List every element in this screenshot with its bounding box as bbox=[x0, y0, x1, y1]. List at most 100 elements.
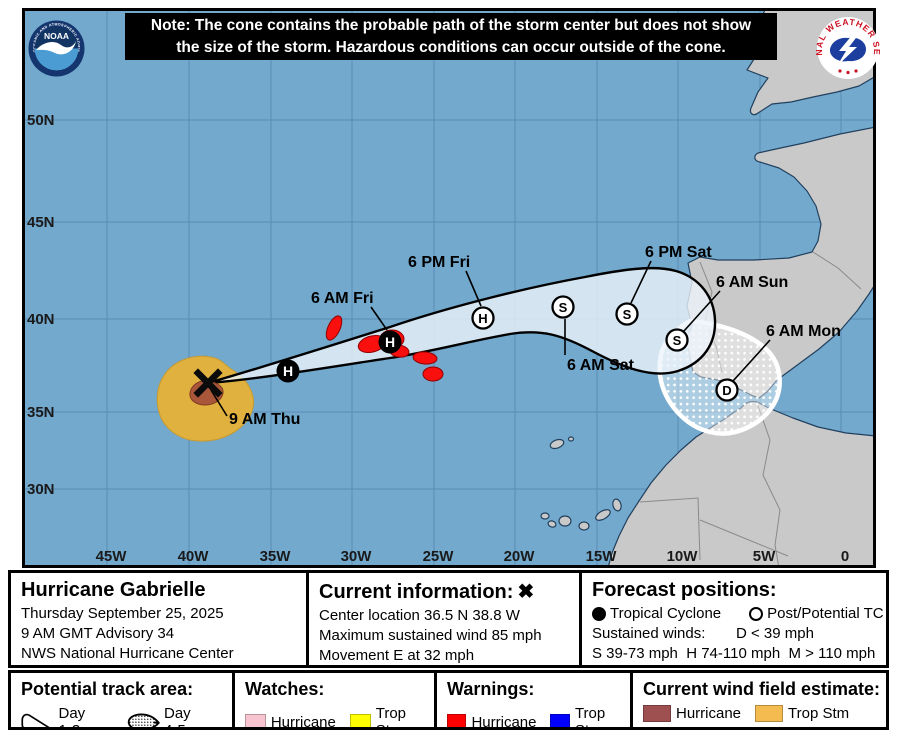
time-label: 6 PM Fri bbox=[408, 254, 470, 271]
marker-label: Tropical Cyclone bbox=[610, 605, 722, 622]
nws-logo: NATIONAL WEATHER SERVICE bbox=[812, 8, 881, 80]
max-wind: Maximum sustained wind 85 mph bbox=[319, 626, 542, 644]
marker-label: Post/Potential TC bbox=[767, 605, 884, 622]
swatch-label: Hurricane bbox=[471, 713, 537, 728]
color-swatch-hurricane bbox=[245, 713, 266, 727]
note-line-2: the size of the storm. Hazardous conditi… bbox=[176, 38, 726, 56]
forecast-point-6-pm-sat: S bbox=[615, 302, 639, 326]
island bbox=[540, 512, 550, 520]
storm-title: Hurricane Gabrielle bbox=[21, 579, 206, 601]
issuing-center: NWS National Hurricane Center bbox=[21, 644, 234, 662]
svg-text:H: H bbox=[478, 311, 487, 326]
svg-text:S: S bbox=[673, 333, 682, 348]
svg-text:D: D bbox=[722, 383, 731, 398]
swatch-label: Trop Stm bbox=[375, 705, 407, 727]
forecast-positions-title: Forecast positions: bbox=[592, 579, 777, 601]
lon-label: 10W bbox=[667, 548, 699, 565]
forecast-point-6-am-fri: H bbox=[378, 330, 402, 354]
track-area-label: Day 1-3 bbox=[58, 705, 86, 727]
forecast-point-h: H bbox=[276, 359, 300, 383]
lat-label: 40N bbox=[27, 311, 55, 328]
svg-text:NOAA: NOAA bbox=[44, 31, 69, 41]
advisory-date: Thursday September 25, 2025 bbox=[21, 605, 224, 622]
current-info-title: Current information: ✖ bbox=[319, 581, 535, 603]
lon-label: 5W bbox=[753, 548, 776, 565]
color-swatch-hurricane bbox=[643, 705, 671, 722]
swatch-label: Hurricane bbox=[270, 713, 336, 728]
lon-label: 25W bbox=[423, 548, 455, 565]
svg-text:S: S bbox=[623, 307, 632, 322]
color-swatch-hurricane bbox=[447, 713, 467, 727]
forecast-map: H H H S S S D 9 AM Thu 6 AM Fri 6 PM Fri 6 AM Sat 6… bbox=[22, 8, 876, 568]
hurricane-warning-area bbox=[325, 315, 343, 341]
forecast-point-6-am-sat: S bbox=[551, 295, 575, 319]
island bbox=[578, 521, 590, 531]
forecast-point-6-am-sun: S bbox=[665, 328, 689, 352]
cone-stippled-icon bbox=[127, 713, 160, 727]
lat-label: 35N bbox=[27, 404, 55, 421]
lat-label: 30N bbox=[27, 481, 55, 498]
wind-field-title: Current wind field estimate: bbox=[643, 679, 881, 699]
swatch-label: Trop Stm bbox=[574, 705, 606, 727]
track-markers: H H H S S S D bbox=[193, 295, 739, 402]
island bbox=[547, 520, 557, 528]
legend-panels: Potential track area: Day 1-3 Day 4-5 Wat… bbox=[8, 670, 889, 730]
advisory-number: 9 AM GMT Advisory 34 bbox=[21, 624, 175, 642]
track-labels: 9 AM Thu 6 AM Fri 6 PM Fri 6 AM Sat 6 PM Sat… bbox=[229, 244, 841, 428]
track-area-label: Day 4-5 bbox=[164, 705, 191, 727]
forecast-marker-open: Post/Potential TC bbox=[749, 604, 884, 624]
note-line-1: Note: The cone contains the probable pat… bbox=[150, 16, 752, 34]
swatch-label: Hurricane bbox=[676, 705, 742, 722]
hurricane-warning-area bbox=[412, 351, 438, 365]
watches-panel: Watches: Hurricane Trop Stm bbox=[232, 673, 434, 727]
island bbox=[549, 438, 565, 450]
info-panels: Hurricane Gabrielle Thursday September 2… bbox=[8, 570, 889, 668]
island bbox=[612, 498, 622, 512]
current-position-x-marker bbox=[193, 368, 223, 398]
cone-outline-icon bbox=[21, 713, 50, 727]
warnings-panel: Warnings: Hurricane Trop Stm bbox=[434, 673, 630, 727]
track-area-item: Day 1-3 bbox=[21, 705, 117, 727]
lon-label: 30W bbox=[341, 548, 373, 565]
axis-labels: 50N 45N 40N 35N 30N 45W 40W 35W 30W 25W 20W 15W 10W 5… bbox=[27, 112, 849, 565]
warnings-title: Warnings: bbox=[447, 679, 535, 699]
svg-text:H: H bbox=[385, 334, 395, 350]
current-position-symbol: ✖ bbox=[517, 581, 535, 603]
storm-info-panel: Hurricane Gabrielle Thursday September 2… bbox=[11, 573, 306, 665]
lon-label: 0 bbox=[841, 548, 849, 565]
lon-label: 40W bbox=[178, 548, 210, 565]
forecast-marker-legend: Tropical Cyclone Post/Potential TC bbox=[592, 604, 886, 624]
wind-category-d: D < 39 mph bbox=[736, 624, 814, 642]
current-info-panel: Current information: ✖ Center location 36… bbox=[306, 573, 579, 665]
lon-label: 45W bbox=[96, 548, 128, 565]
color-swatch-trop-stm bbox=[755, 705, 784, 722]
center-location: Center location 36.5 N 38.8 W bbox=[319, 607, 520, 624]
svg-text:H: H bbox=[283, 363, 293, 379]
lightning-bolt-icon bbox=[837, 34, 859, 66]
color-swatch-trop-stm bbox=[550, 713, 570, 727]
time-label: 6 PM Sat bbox=[645, 244, 712, 261]
lon-label: 15W bbox=[586, 548, 618, 565]
lat-label: 45N bbox=[27, 214, 55, 231]
svg-text:S: S bbox=[559, 300, 568, 315]
island bbox=[595, 509, 611, 521]
track-area-item: Day 4-5 bbox=[127, 705, 223, 727]
movement: Movement E at 32 mph bbox=[319, 646, 475, 664]
color-swatch-trop-stm bbox=[349, 713, 371, 727]
potential-track-area-panel: Potential track area: Day 1-3 Day 4-5 bbox=[11, 673, 232, 727]
noaa-bird-icon bbox=[36, 41, 76, 55]
lat-label: 50N bbox=[27, 112, 55, 129]
cone-note-banner: Note: The cone contains the probable pat… bbox=[125, 13, 777, 60]
island bbox=[567, 436, 575, 442]
lon-label: 35W bbox=[260, 548, 292, 565]
time-label: 6 AM Fri bbox=[311, 290, 374, 307]
time-label: 6 AM Mon bbox=[766, 323, 841, 340]
open-circle-icon bbox=[749, 606, 764, 621]
lon-label: 20W bbox=[504, 548, 536, 565]
forecast-positions-panel: Forecast positions: Tropical Cyclone Post… bbox=[579, 573, 886, 665]
hurricane-warning-area bbox=[422, 366, 444, 382]
wind-categories: S 39-73 mph H 74-110 mph M > 110 mph bbox=[592, 644, 876, 662]
track-area-title: Potential track area: bbox=[21, 679, 194, 699]
forecast-point-6-am-mon: D bbox=[715, 378, 739, 402]
